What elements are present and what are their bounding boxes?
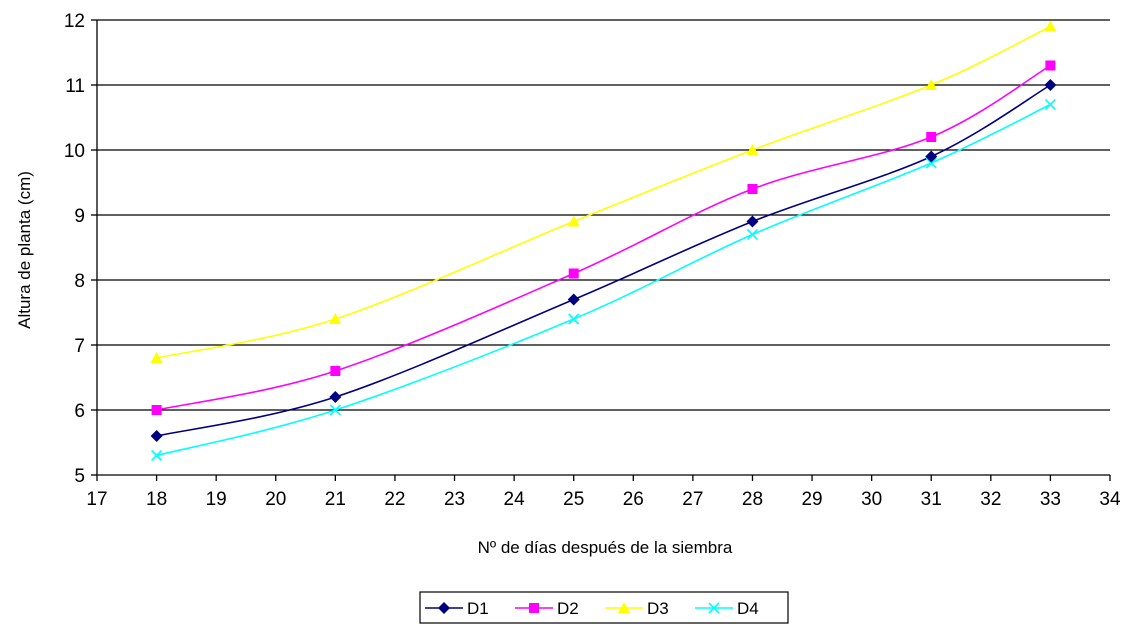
series-lines [156, 25, 1051, 457]
data-point-d3 [746, 144, 759, 155]
data-point-d3 [567, 215, 580, 227]
data-point-d3 [329, 313, 342, 324]
x-tick-label: 29 [801, 489, 822, 510]
data-point-d4 [746, 228, 759, 241]
data-point-d1 [925, 150, 938, 163]
data-point-d1 [329, 391, 342, 403]
legend-marker-d1 [438, 602, 450, 614]
legend-label-d3: D3 [647, 599, 669, 618]
data-point-d2 [1045, 60, 1056, 71]
y-tick-label: 6 [74, 401, 85, 422]
data-point-d1 [1044, 79, 1057, 91]
data-point-d2 [568, 268, 579, 279]
y-tick-label: 11 [65, 76, 85, 97]
x-tick-label: 34 [1099, 489, 1121, 510]
data-point-d4 [1044, 98, 1056, 111]
y-tick-label: 9 [74, 206, 85, 227]
gridlines [97, 19, 1110, 411]
x-axis-title: Nº de días después de la siembra [478, 538, 733, 557]
data-point-d4 [329, 404, 341, 416]
x-tick-label: 33 [1040, 489, 1061, 510]
legend-marker-d3 [618, 602, 630, 613]
y-axis-title: Altura de planta (cm) [15, 171, 34, 329]
data-point-d2 [926, 132, 937, 142]
x-tick-label: 32 [980, 489, 1001, 510]
data-point-d2 [747, 184, 758, 194]
data-point-d4 [925, 157, 937, 169]
x-tick-label: 26 [623, 489, 644, 510]
y-tick-label: 5 [74, 466, 85, 487]
data-point-d3 [925, 79, 938, 90]
x-tick-label: 19 [206, 489, 227, 510]
y-tick-label: 8 [74, 271, 85, 292]
data-point-d3 [1044, 20, 1057, 32]
legend-label-d4: D4 [737, 599, 759, 618]
tick-labels: 5 6 7 8 9 10 11 12 17 18 19 20 21 22 23 24 25 26 27 28 29 30 3… [64, 11, 1121, 510]
legend-marker-d4 [708, 602, 720, 614]
data-point-d3 [150, 352, 163, 363]
legend-label-d1: D1 [467, 599, 489, 618]
axes [91, 19, 1111, 481]
x-tick-label: 27 [682, 489, 703, 510]
data-point-d2 [330, 366, 341, 376]
x-tick-label: 23 [444, 489, 465, 510]
x-tick-label: 20 [265, 489, 286, 510]
data-point-d1 [150, 430, 163, 442]
y-tick-label: 7 [74, 336, 85, 357]
legend: D1 D2 D3 D4 [419, 591, 789, 624]
data-point-d1 [746, 215, 759, 228]
series-line-d3 [156, 25, 1051, 359]
y-tick-label: 12 [64, 11, 85, 32]
x-tick-label: 22 [384, 489, 405, 510]
y-tick-label: 10 [64, 141, 85, 162]
legend-label-d2: D2 [557, 599, 579, 618]
x-tick-label: 17 [86, 489, 107, 510]
data-point-d2 [151, 405, 162, 415]
series-markers [150, 20, 1057, 462]
x-tick-label: 28 [742, 489, 763, 510]
series-line-d2 [156, 64, 1051, 411]
data-point-d1 [567, 293, 580, 306]
x-tick-label: 30 [861, 489, 882, 510]
x-tick-label: 31 [921, 489, 942, 510]
legend-marker-d2 [529, 603, 539, 613]
x-tick-label: 21 [325, 489, 346, 510]
x-tick-label: 18 [146, 489, 167, 510]
x-tick-label: 25 [563, 489, 584, 510]
data-point-d4 [151, 449, 163, 462]
x-tick-label: 24 [504, 489, 526, 510]
data-point-d4 [568, 313, 580, 325]
